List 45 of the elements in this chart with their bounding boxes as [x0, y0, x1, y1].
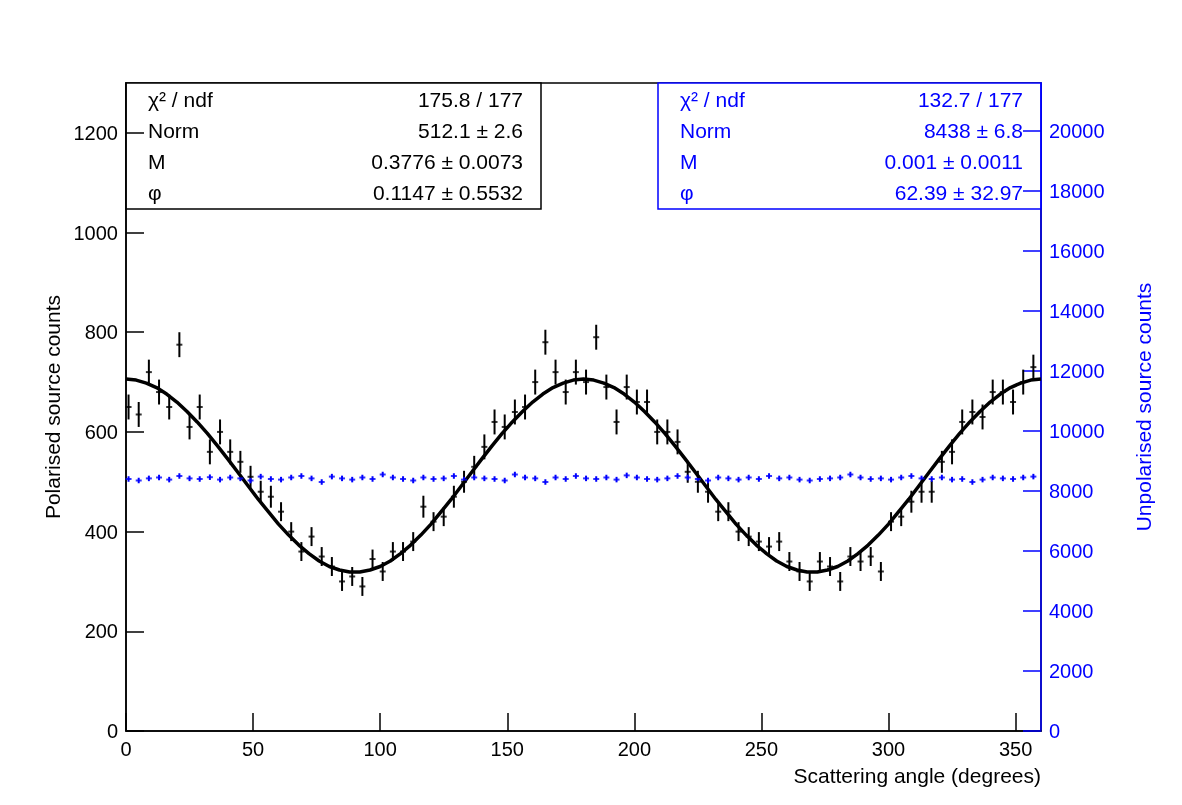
annotation: 132.7 / 177	[917, 87, 1023, 111]
y2-tick-label: 20000	[1049, 120, 1105, 142]
y2-tick-label: 18000	[1049, 180, 1105, 202]
annotation: χ² / ndf	[680, 87, 745, 111]
annotation: Norm	[148, 118, 200, 142]
x-tick-label: 50	[241, 738, 265, 760]
y2-tick-label: 10000	[1049, 420, 1105, 442]
y-tick-label: 0	[106, 720, 118, 742]
y-tick-label: 800	[84, 321, 118, 344]
annotation: 0.001 ± 0.0011	[884, 149, 1023, 173]
y-tick-label: 600	[84, 420, 118, 443]
annotation: φ	[148, 180, 162, 204]
y2-tick-label: 12000	[1049, 360, 1105, 382]
annotation: φ	[680, 180, 694, 204]
x-tick-label: 250	[744, 738, 779, 760]
y-tick-label: 400	[84, 520, 118, 543]
y2-tick-label: 8000	[1049, 480, 1094, 502]
x-tick-label: 200	[617, 738, 652, 760]
y2-tick-label: 14000	[1049, 300, 1105, 322]
y2-tick-label: 6000	[1049, 540, 1094, 562]
annotation: 8438 ± 6.8	[923, 118, 1023, 142]
annotation: 175.8 / 177	[417, 87, 523, 111]
y2-tick-label: 2000	[1049, 660, 1094, 682]
y-axis-title: Polarised source counts	[40, 294, 64, 520]
y2-tick-label: 0	[1049, 720, 1061, 742]
x-tick-label: 350	[998, 738, 1033, 760]
y-tick-label: 200	[84, 620, 118, 643]
annotation: χ² / ndf	[148, 87, 213, 111]
y-tick-label: 1200	[73, 121, 118, 144]
annotation: 512.1 ± 2.6	[418, 118, 523, 142]
annotation: 0.3776 ± 0.0073	[371, 149, 523, 173]
x-tick-label: 300	[871, 738, 906, 760]
annotation: M	[680, 149, 698, 173]
annotation: Norm	[680, 118, 732, 142]
annotation: M	[148, 149, 166, 173]
y-tick-label: 1000	[73, 221, 118, 244]
y2-axis-title: Unpolarised source counts	[1132, 282, 1155, 532]
x-tick-label: 100	[363, 738, 397, 760]
annotation: 62.39 ± 32.97	[894, 180, 1023, 204]
y2-tick-label: 4000	[1049, 600, 1094, 622]
x-tick-label: 0	[120, 738, 132, 760]
x-axis-title: Scattering angle (degrees)	[793, 764, 1041, 787]
annotation: 0.1147 ± 0.5532	[372, 180, 523, 204]
x-tick-label: 150	[490, 738, 524, 760]
y2-tick-label: 16000	[1049, 240, 1105, 262]
